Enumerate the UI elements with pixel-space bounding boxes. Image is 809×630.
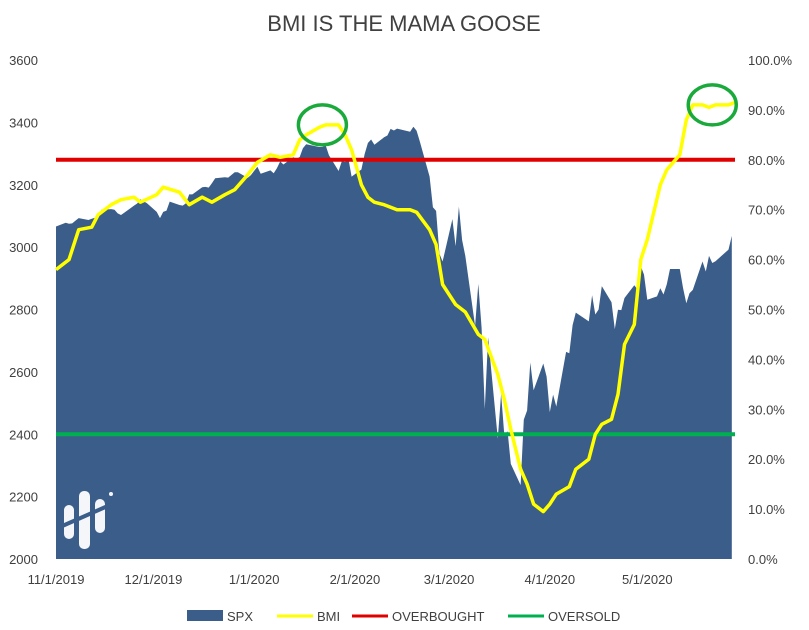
x-tick-label: 11/1/2019 [28, 572, 85, 587]
y-left-tick-label: 2000 [9, 552, 38, 567]
y-left-tick-label: 2600 [9, 365, 38, 380]
y-right-tick-label: 60.0% [748, 253, 785, 268]
y-left-tick-label: 3600 [9, 53, 38, 68]
x-tick-label: 5/1/2020 [622, 572, 673, 587]
legend-label-spx: SPX [227, 609, 253, 624]
legend-label-oversold: OVERSOLD [548, 609, 620, 624]
x-tick-label: 2/1/2020 [330, 572, 381, 587]
spx-area [56, 126, 732, 559]
y-left-tick-label: 2200 [9, 490, 38, 505]
legend-swatch-spx [187, 610, 223, 621]
y-right-tick-label: 10.0% [748, 502, 785, 517]
legend-label-overbought: OVERBOUGHT [392, 609, 485, 624]
chart-legend: SPX BMI OVERBOUGHT OVERSOLD [187, 609, 620, 624]
logo-dot [109, 492, 113, 496]
logo-watermark [59, 491, 113, 549]
logo-slash [59, 503, 111, 529]
legend-label-bmi: BMI [317, 609, 340, 624]
highlight-circle-2 [686, 83, 739, 127]
y-left-tick-label: 2400 [9, 427, 38, 442]
highlight-circle-1 [296, 103, 349, 147]
plot-layer [54, 83, 739, 559]
x-tick-label: 4/1/2020 [525, 572, 576, 587]
y-right-tick-label: 30.0% [748, 402, 785, 417]
axis-layer: 2000 2200 2400 2600 2800 3000 3200 3400 3600 0.0%… [9, 53, 792, 587]
y-left-tick-label: 3400 [9, 115, 38, 130]
chart-title: BMI IS THE MAMA GOOSE [267, 11, 540, 36]
y-right-tick-label: 90.0% [748, 103, 785, 118]
logo-bar-2 [79, 491, 90, 549]
x-tick-label: 12/1/2019 [125, 572, 183, 587]
y-right-tick-label: 100.0% [748, 53, 793, 68]
y-left-tick-label: 2800 [9, 303, 38, 318]
bmi-line [54, 100, 736, 514]
y-right-tick-label: 40.0% [748, 352, 785, 367]
x-tick-label: 3/1/2020 [424, 572, 475, 587]
logo-bar-3 [95, 499, 105, 533]
y-left-tick-label: 3200 [9, 178, 38, 193]
y-left-tick-label: 3000 [9, 240, 38, 255]
x-tick-label: 1/1/2020 [229, 572, 280, 587]
y-right-tick-label: 80.0% [748, 153, 785, 168]
y-right-tick-label: 50.0% [748, 303, 785, 318]
y-right-tick-label: 0.0% [748, 552, 778, 567]
y-right-tick-label: 70.0% [748, 203, 785, 218]
y-right-tick-label: 20.0% [748, 452, 785, 467]
